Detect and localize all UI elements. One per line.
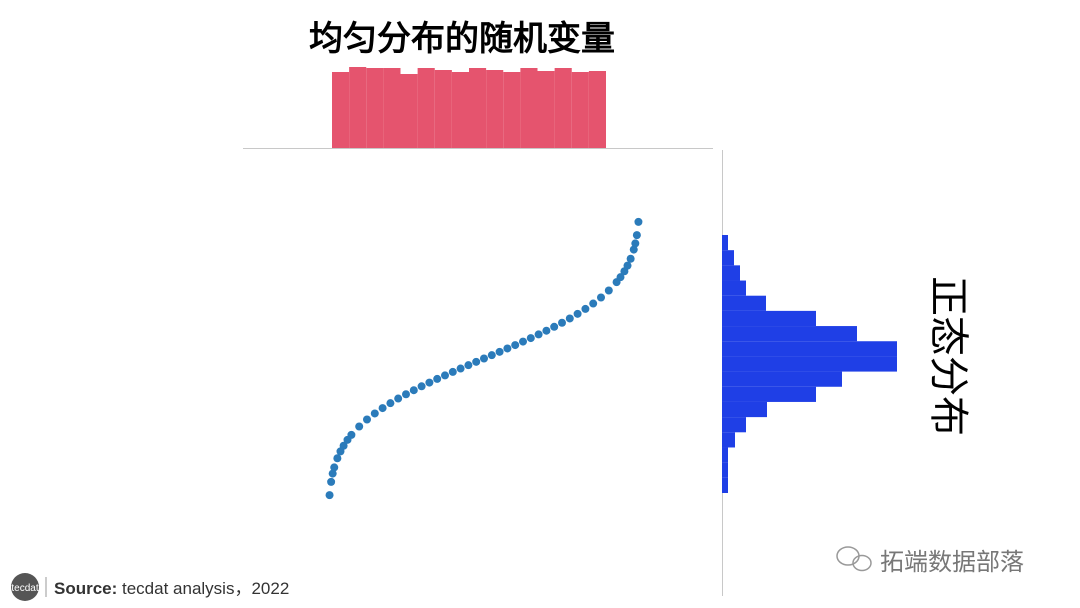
histogram-bar: [722, 386, 816, 402]
histogram-bar: [588, 71, 606, 148]
histogram-bar: [722, 401, 767, 418]
scatter-point: [330, 463, 339, 472]
scatter-point: [394, 394, 403, 403]
histogram-bar: [722, 356, 897, 372]
scatter-point: [495, 347, 504, 356]
histogram-bar: [722, 310, 816, 327]
scatter-point: [565, 314, 574, 323]
scatter-point: [333, 454, 342, 463]
scatter-point: [634, 217, 643, 226]
scatter-point: [604, 286, 613, 295]
scatter-point: [464, 361, 473, 370]
source-text: tecdat analysis，2022: [122, 579, 289, 598]
histogram-bar: [722, 280, 746, 296]
scatter-point: [629, 245, 638, 254]
scatter-point: [386, 399, 395, 408]
scatter-point: [456, 364, 465, 373]
scatter-point: [328, 469, 337, 478]
wechat-icon: [836, 546, 872, 572]
scatter-point: [417, 382, 426, 391]
scatter-point: [550, 322, 559, 331]
histogram-bar: [537, 71, 555, 148]
histogram-bar: [722, 371, 842, 387]
scatter-point: [511, 341, 520, 350]
scatter-point: [378, 404, 387, 413]
logo-badge: [11, 573, 39, 601]
histogram-bar: [722, 477, 728, 493]
histogram-bar: [520, 68, 538, 148]
scatter-point: [542, 326, 551, 335]
histogram-bar: [383, 68, 401, 148]
scatter-point: [433, 374, 442, 383]
histogram-bar: [722, 326, 857, 342]
scatter-point: [472, 357, 481, 366]
histogram-bar: [486, 70, 504, 148]
scatter-point: [503, 344, 512, 353]
histogram-bar: [451, 72, 469, 148]
top-title: 均匀分布的随机变量: [309, 19, 615, 59]
scatter-point: [631, 239, 640, 248]
histogram-bar: [366, 68, 384, 148]
scatter-point: [573, 309, 582, 318]
scatter-point: [581, 304, 590, 313]
scatter-point: [448, 367, 457, 376]
histogram-bar: [722, 417, 746, 433]
scatter-point: [402, 390, 410, 399]
scatter-point: [480, 354, 488, 363]
histogram-bar: [503, 72, 521, 148]
scatter-point: [363, 415, 371, 424]
histogram-bar: [722, 432, 735, 448]
scatter-point: [534, 330, 543, 339]
histogram-bar: [434, 70, 452, 148]
histogram-bar: [722, 462, 728, 478]
scatter-point: [441, 371, 449, 380]
histogram-bar: [571, 72, 589, 148]
scatter-point: [558, 318, 566, 327]
histogram-bar: [722, 265, 740, 281]
scatter-point: [325, 491, 334, 500]
side-title: 正态分布: [925, 276, 971, 436]
histogram-bar: [469, 68, 487, 148]
scatter-point: [487, 351, 496, 360]
watermark: 拓端数据部落: [880, 549, 1024, 576]
scatter-point: [425, 378, 434, 387]
scatter-point: [589, 299, 598, 308]
histogram-bar: [722, 341, 897, 357]
scatter-point: [355, 422, 364, 431]
histogram-bar: [722, 250, 734, 266]
scatter-point: [632, 231, 641, 240]
scatter-point: [327, 477, 336, 486]
scatter-point: [519, 337, 527, 346]
histogram-bar: [554, 68, 572, 148]
scatter-point: [626, 254, 635, 263]
histogram-bar: [722, 235, 728, 251]
histogram-bar: [332, 72, 350, 148]
histogram-bar: [417, 68, 435, 148]
histogram-bar: [400, 74, 418, 148]
scatter-point: [623, 261, 632, 270]
scatter-point: [597, 293, 605, 302]
histogram-bar: [349, 67, 367, 148]
logo: tecdat: [11, 583, 38, 594]
scatter-point: [616, 273, 625, 282]
source-label: Source:: [54, 579, 117, 598]
scatter-point: [526, 334, 535, 343]
scatter-point: [409, 386, 418, 395]
histogram-bar: [722, 447, 728, 463]
scatter-point: [347, 430, 356, 439]
scatter-point: [339, 441, 348, 450]
scatter-point: [370, 409, 379, 418]
histogram-bar: [722, 295, 766, 311]
